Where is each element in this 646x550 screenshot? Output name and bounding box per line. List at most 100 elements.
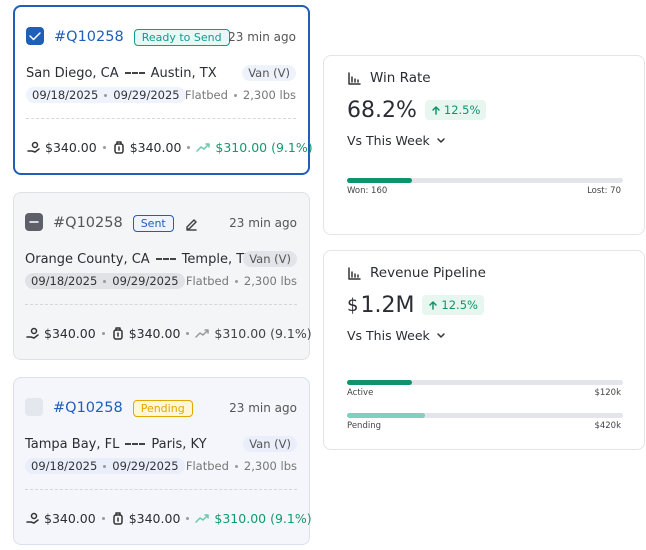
progress-track — [347, 380, 623, 385]
weight: 2,300 lbs — [242, 88, 296, 102]
icon — [429, 300, 438, 310]
change: 12.5% — [443, 103, 481, 117]
icon — [195, 514, 210, 523]
quote-id[interactable]: #Q10258 — [53, 215, 123, 231]
quote-card[interactable]: #Q10258 Ready to Send 23 min ago San Diego,… — [13, 5, 313, 175]
cost-icon — [111, 326, 125, 340]
divider — [26, 118, 296, 119]
load-info: Flatbed 2,300 lbs — [185, 88, 296, 102]
sep — [103, 464, 107, 468]
icon — [26, 327, 39, 339]
status-badge: Sent — [132, 214, 174, 232]
bar-right-label: $120k — [594, 388, 621, 398]
progress-fill — [347, 380, 412, 385]
pickup: 09/18/2025 — [31, 459, 98, 473]
equipment: Van (V) — [242, 65, 296, 81]
sep — [104, 93, 108, 97]
title-row: #Q10258 Sent — [53, 213, 199, 233]
time: 23 min ago — [229, 216, 297, 230]
trailer: Flatbed — [184, 88, 228, 102]
sep — [234, 464, 238, 468]
checkbox[interactable] — [26, 27, 44, 45]
metric-card: Revenue Pipeline $1.2M 12.5% Vs This Week Ac… — [323, 250, 645, 450]
metric-value-row: $1.2M 12.5% — [347, 291, 484, 319]
bar-right-label: Lost: 70 — [587, 186, 621, 196]
icon — [29, 221, 39, 223]
rate: $340.00 — [44, 325, 96, 341]
destination: Temple, TX — [181, 251, 254, 267]
period-select[interactable]: Vs This Week — [347, 326, 446, 344]
origin: Orange County, CA — [25, 251, 150, 267]
chart-icon — [347, 266, 361, 280]
sep — [103, 279, 107, 283]
change-badge: 12.5% — [424, 100, 487, 120]
margin: $310.00 (9.1%) — [215, 139, 313, 155]
quote-id[interactable]: #Q10258 — [54, 29, 124, 45]
icon — [29, 32, 41, 41]
route-row: San Diego, CA Austin, TX — [26, 63, 217, 83]
pickup: 09/18/2025 — [32, 88, 99, 102]
metric-value: 1.2M — [360, 292, 415, 318]
up-arrow — [431, 105, 441, 116]
margin: $310.00 (9.1%) — [214, 325, 312, 341]
equipment: Van (V) — [243, 251, 297, 267]
destination: Paris, KY — [151, 436, 207, 452]
up-arrow — [428, 300, 438, 311]
dates: 09/18/2025 09/29/2025 — [25, 273, 185, 289]
checkbox[interactable] — [25, 213, 43, 231]
edit-icon[interactable] — [184, 216, 199, 231]
weight: 2,300 lbs — [243, 274, 297, 288]
divider — [25, 304, 297, 305]
period: Vs This Week — [347, 132, 430, 148]
progress-track — [347, 413, 623, 418]
load-info: Flatbed 2,300 lbs — [186, 459, 297, 473]
quote-card[interactable]: #Q10258 Pending 23 min ago Tampa Bay, FL Par… — [13, 377, 312, 545]
period-select[interactable]: Vs This Week — [347, 131, 446, 149]
status-badge: Pending — [132, 399, 193, 417]
margin-icon — [195, 511, 210, 525]
icon — [195, 329, 210, 338]
destination: Austin, TX — [150, 65, 217, 81]
metric-value: 68.2% — [347, 97, 417, 123]
delivery: 09/29/2025 — [113, 88, 180, 102]
sep — [186, 516, 190, 520]
time: 23 min ago — [229, 401, 297, 415]
cost-icon — [111, 511, 125, 525]
route-dash — [125, 443, 146, 445]
chevron — [436, 136, 446, 145]
period: Vs This Week — [347, 327, 430, 343]
margin-icon — [196, 140, 211, 154]
metric-header: Win Rate — [347, 69, 431, 87]
route-dash — [124, 72, 145, 74]
route-row: Tampa Bay, FL Paris, KY — [25, 434, 207, 454]
trailer: Flatbed — [185, 459, 229, 473]
rate-icon — [26, 140, 40, 154]
metric-card: Win Rate 68.2% 12.5% Vs This Week Won: 160 Lo… — [323, 55, 645, 235]
equipment: Van (V) — [243, 436, 297, 452]
chart-icon — [347, 71, 361, 85]
icon — [112, 512, 123, 525]
sep — [187, 145, 191, 149]
dates: 09/18/2025 09/29/2025 — [25, 458, 185, 474]
money-row: $340.00 $340.00 $310.00 (9.1%) — [25, 508, 312, 528]
origin: Tampa Bay, FL — [25, 436, 120, 452]
value-prefix: $ — [347, 294, 359, 316]
time: 23 min ago — [228, 30, 296, 44]
sep — [234, 279, 238, 283]
sep — [186, 331, 190, 335]
quote-card[interactable]: #Q10258 Sent 23 min ago Orange County, CA Te… — [13, 192, 312, 360]
cost: $340.00 — [129, 139, 182, 155]
quote-id[interactable]: #Q10258 — [53, 400, 123, 416]
checkbox[interactable] — [25, 398, 43, 416]
icon — [26, 512, 39, 524]
sep — [233, 93, 237, 97]
origin: San Diego, CA — [26, 65, 119, 81]
pickup: 09/18/2025 — [31, 274, 98, 288]
delivery: 09/29/2025 — [112, 274, 179, 288]
metric-title: Win Rate — [370, 70, 431, 86]
title-row: #Q10258 Pending — [53, 398, 193, 418]
sep — [101, 516, 105, 520]
divider — [25, 489, 297, 490]
icon — [437, 137, 445, 143]
